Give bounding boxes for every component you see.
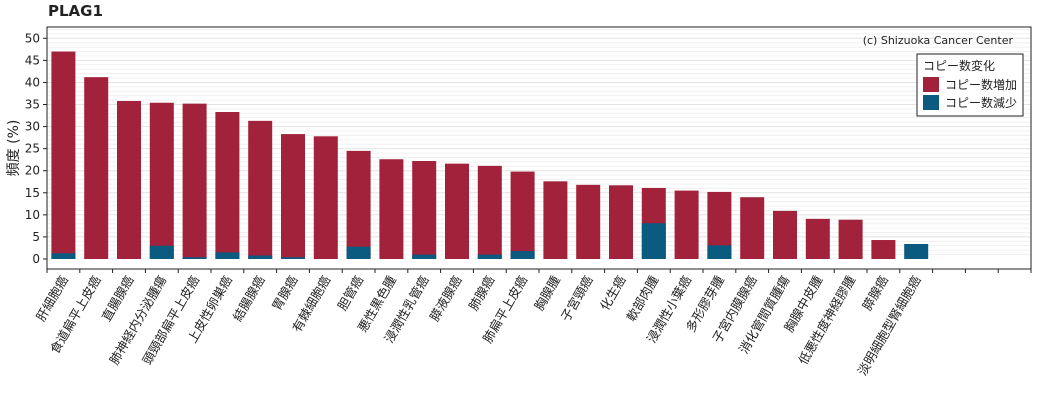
bar-gain bbox=[674, 190, 699, 259]
bar-gain bbox=[412, 161, 437, 259]
x-tick-label: 肺腺癌 bbox=[466, 273, 498, 313]
bar-gain bbox=[510, 171, 535, 259]
bar-gain bbox=[477, 165, 502, 259]
y-tick-label: 15 bbox=[25, 186, 40, 200]
y-axis-label: 頻度 (%) bbox=[6, 120, 22, 177]
y-tick-label: 5 bbox=[32, 230, 40, 244]
y-tick-label: 40 bbox=[25, 75, 40, 89]
bar-gain bbox=[805, 218, 830, 259]
bar-loss bbox=[149, 245, 174, 259]
bar-loss bbox=[904, 243, 929, 259]
bar-gain bbox=[838, 219, 863, 259]
grid bbox=[47, 28, 1031, 256]
x-tick-label: 膵液腺癌 bbox=[427, 273, 465, 324]
bar-loss bbox=[641, 223, 666, 259]
bar-loss bbox=[477, 254, 502, 259]
bar-gain bbox=[117, 100, 141, 260]
bar-gain bbox=[346, 150, 371, 259]
bar-gain bbox=[149, 102, 174, 259]
bar-loss bbox=[281, 257, 305, 259]
bar-gain bbox=[248, 120, 273, 259]
bar-loss bbox=[51, 253, 76, 259]
bar-gain bbox=[182, 103, 207, 259]
x-tick-label: 胸腺腫 bbox=[531, 273, 563, 313]
credit-text: (c) Shizuoka Cancer Center bbox=[863, 34, 1014, 47]
bar-gain bbox=[543, 181, 568, 259]
x-tick-label: 化生癌 bbox=[597, 273, 629, 313]
y-tick-label: 10 bbox=[25, 208, 40, 222]
x-tick-label: 胆管癌 bbox=[334, 273, 366, 313]
legend-title: コピー数変化 bbox=[923, 58, 995, 73]
bar-gain bbox=[281, 134, 305, 259]
x-tick-label: 胃腺癌 bbox=[269, 273, 301, 313]
bar-gain bbox=[576, 184, 601, 259]
bar-gain bbox=[215, 112, 240, 260]
x-tick-label: 淡明細胞型腎細胞癌 bbox=[855, 273, 924, 378]
bar-loss bbox=[248, 255, 273, 259]
bar-gain bbox=[740, 197, 765, 259]
bar-loss bbox=[215, 252, 240, 259]
legend-label-gain: コピー数増加 bbox=[945, 77, 1017, 92]
x-tick-label: 結腸腺癌 bbox=[230, 273, 268, 324]
legend-swatch-loss bbox=[923, 95, 939, 110]
x-tick-label: 膵腺癌 bbox=[859, 273, 891, 313]
legend-swatch-gain bbox=[923, 77, 939, 92]
y-tick-label: 50 bbox=[25, 31, 40, 45]
bar-gain bbox=[445, 163, 469, 259]
bar-loss bbox=[707, 245, 732, 259]
y-tick-label: 0 bbox=[32, 252, 40, 266]
x-tick-label: 子宮頸癌 bbox=[558, 273, 596, 324]
bar-loss bbox=[182, 257, 207, 259]
bar-loss bbox=[412, 254, 437, 259]
y-tick-label: 35 bbox=[25, 98, 40, 112]
bar-gain bbox=[379, 159, 404, 259]
bar-loss bbox=[510, 251, 535, 259]
legend-label-loss: コピー数減少 bbox=[945, 95, 1017, 110]
chart-title: PLAG1 bbox=[48, 2, 103, 20]
bars bbox=[51, 51, 929, 260]
bar-gain bbox=[84, 77, 109, 259]
legend: コピー数変化 コピー数増加 コピー数減少 bbox=[916, 53, 1024, 117]
y-tick-label: 20 bbox=[25, 164, 40, 178]
y-tick-label: 25 bbox=[25, 142, 40, 156]
bar-gain bbox=[871, 240, 896, 259]
bar-gain bbox=[51, 51, 76, 260]
y-tick-label: 30 bbox=[25, 120, 40, 134]
bar-gain bbox=[609, 185, 633, 259]
bar-gain bbox=[313, 136, 338, 259]
y-tick-label: 45 bbox=[25, 53, 40, 67]
bar-gain bbox=[773, 210, 797, 259]
bar-loss bbox=[346, 246, 371, 259]
